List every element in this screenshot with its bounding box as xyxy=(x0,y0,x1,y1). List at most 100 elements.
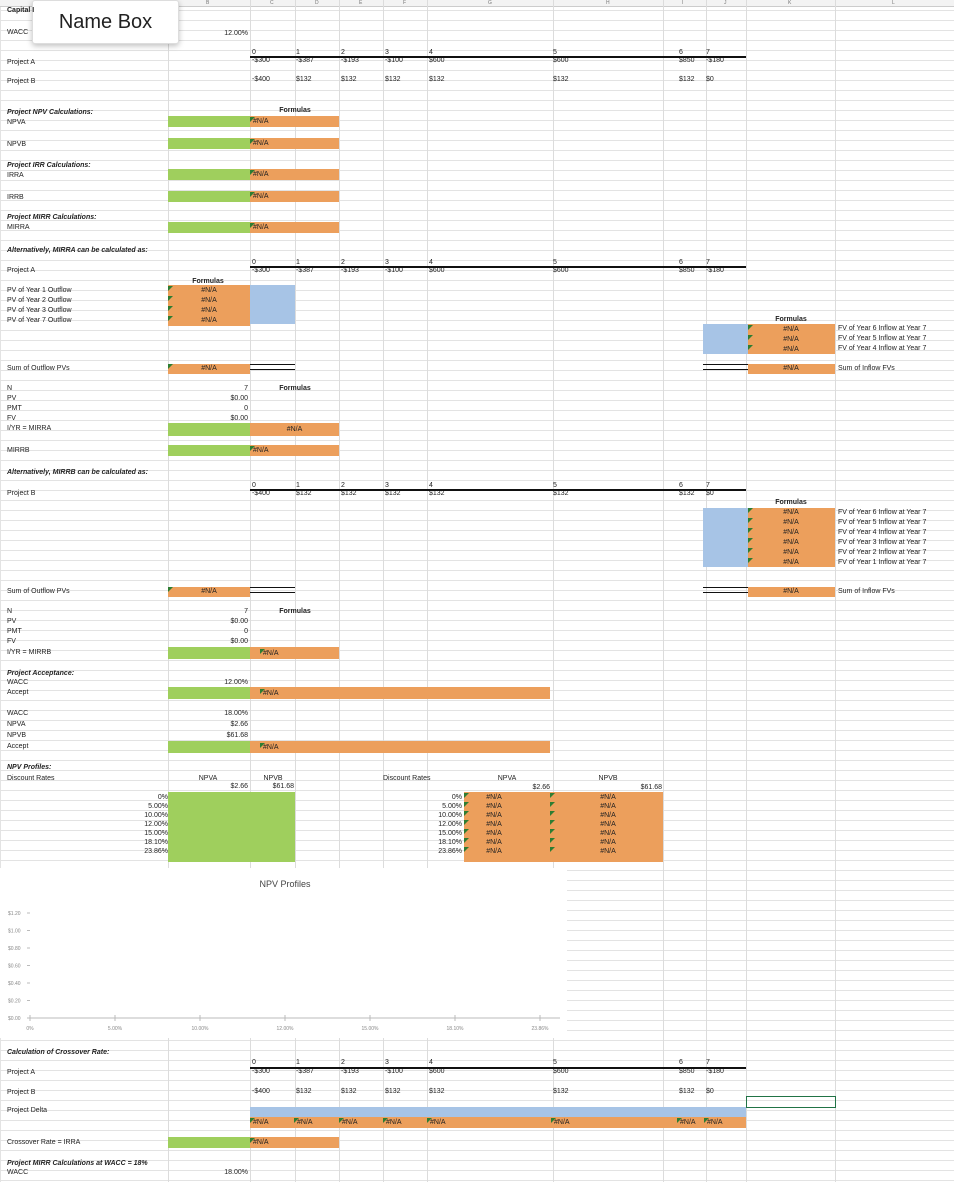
rate-cell-2[interactable]: 10.00% xyxy=(438,812,462,819)
cashflow-cell[interactable]: $850 xyxy=(679,1068,695,1075)
column-header-i[interactable]: I xyxy=(682,0,684,6)
val-n[interactable]: 7 xyxy=(244,385,248,392)
cashflow-cell[interactable]: $600 xyxy=(553,1068,569,1075)
pv-outflow-block[interactable] xyxy=(168,285,250,326)
rate-cell-2[interactable]: 15.00% xyxy=(438,830,462,837)
mirrb-input[interactable] xyxy=(168,445,250,456)
crossover-input[interactable] xyxy=(168,1137,250,1148)
rate-cell[interactable]: 18.10% xyxy=(144,839,168,846)
column-header-j[interactable]: J xyxy=(724,0,727,6)
val-pmt[interactable]: 0 xyxy=(244,405,248,412)
rate-cell[interactable]: 15.00% xyxy=(144,830,168,837)
rate-cell[interactable]: 23.86% xyxy=(144,848,168,855)
cashflow-cell[interactable]: -$193 xyxy=(341,1068,359,1075)
cashflow-cell[interactable]: $600 xyxy=(553,57,569,64)
column-header-d[interactable]: D xyxy=(315,0,319,6)
irrb-input-cell[interactable] xyxy=(168,191,250,202)
cashflow-cell[interactable]: $132 xyxy=(429,490,445,497)
column-header-g[interactable]: G xyxy=(488,0,492,6)
profile2-npvb-val[interactable]: $61.68 xyxy=(640,784,662,791)
cashflow-cell[interactable]: -$100 xyxy=(385,57,403,64)
npvb-input-cell[interactable] xyxy=(168,138,250,149)
profile-input-block[interactable] xyxy=(168,792,295,862)
cashflow-cell[interactable]: -$300 xyxy=(252,1068,270,1075)
cashflow-cell[interactable]: $132 xyxy=(429,76,445,83)
fv-blue-cell-b[interactable] xyxy=(703,508,748,567)
cashflow-cell[interactable]: $600 xyxy=(429,1068,445,1075)
mirra-input-cell[interactable] xyxy=(168,222,250,233)
cashflow-cell[interactable]: $132 xyxy=(341,1088,357,1095)
cashflow-cell[interactable]: $132 xyxy=(296,1088,312,1095)
irrb-formula-cell[interactable] xyxy=(250,191,339,202)
cashflow-cell[interactable]: -$100 xyxy=(385,1068,403,1075)
cashflow-cell[interactable]: -$400 xyxy=(252,490,270,497)
column-header-bar[interactable] xyxy=(0,0,954,7)
column-header-k[interactable]: K xyxy=(788,0,792,6)
cashflow-cell[interactable]: $600 xyxy=(553,267,569,274)
accept2-input[interactable] xyxy=(168,741,250,753)
cashflow-cell[interactable]: -$180 xyxy=(706,57,724,64)
acc-npva-val[interactable]: $2.66 xyxy=(230,721,248,728)
cashflow-cell[interactable]: $0 xyxy=(706,76,714,83)
val-pv[interactable]: $0.00 xyxy=(230,395,248,402)
wacc-value[interactable]: 12.00% xyxy=(224,30,248,37)
iyr-formula-a[interactable] xyxy=(250,423,339,436)
cashflow-cell[interactable]: -$300 xyxy=(252,57,270,64)
iyr-input-b[interactable] xyxy=(168,647,250,659)
rate-cell[interactable]: 5.00% xyxy=(148,803,168,810)
cashflow-cell[interactable]: -$387 xyxy=(296,1068,314,1075)
rate-cell-2[interactable]: 5.00% xyxy=(442,803,462,810)
cashflow-cell[interactable]: $132 xyxy=(385,76,401,83)
irra-input-cell[interactable] xyxy=(168,169,250,180)
accept-input[interactable] xyxy=(168,687,250,699)
column-header-f[interactable]: F xyxy=(403,0,407,6)
delta-blue-row[interactable] xyxy=(250,1107,746,1117)
cashflow-cell[interactable]: -$180 xyxy=(706,1068,724,1075)
selected-cell[interactable] xyxy=(746,1096,836,1108)
cashflow-cell[interactable]: -$300 xyxy=(252,267,270,274)
acc-wacc2-val[interactable]: 18.00% xyxy=(224,710,248,717)
cashflow-cell[interactable]: -$387 xyxy=(296,267,314,274)
cashflow-cell[interactable]: -$193 xyxy=(341,267,359,274)
rate-cell-2[interactable]: 18.10% xyxy=(438,839,462,846)
cashflow-cell[interactable]: $0 xyxy=(706,1088,714,1095)
val-b-fv[interactable]: $0.00 xyxy=(230,638,248,645)
val-fv[interactable]: $0.00 xyxy=(230,415,248,422)
column-header-h[interactable]: H xyxy=(606,0,610,6)
profile-npvb-val[interactable]: $61.68 xyxy=(272,783,294,790)
column-header-e[interactable]: E xyxy=(359,0,363,6)
column-header-c[interactable]: C xyxy=(270,0,274,6)
iyr-input-a[interactable] xyxy=(168,423,250,436)
accept2-formula[interactable] xyxy=(250,741,550,753)
cashflow-cell[interactable]: $132 xyxy=(679,76,695,83)
rate-cell[interactable]: 12.00% xyxy=(144,821,168,828)
cashflow-cell[interactable]: $600 xyxy=(429,267,445,274)
cashflow-cell[interactable]: $132 xyxy=(553,76,569,83)
fv-blue-cell-a[interactable] xyxy=(703,324,748,354)
rate-cell[interactable]: 0% xyxy=(157,794,168,801)
sum-outflow-cell-b[interactable] xyxy=(168,587,250,597)
cashflow-cell[interactable]: $850 xyxy=(679,57,695,64)
pv-blue-cell[interactable] xyxy=(250,285,295,324)
cashflow-cell[interactable]: $600 xyxy=(429,57,445,64)
rate-cell-2[interactable]: 12.00% xyxy=(438,821,462,828)
accept-formula[interactable] xyxy=(250,687,550,699)
irra-formula-cell[interactable] xyxy=(250,169,339,180)
cashflow-cell[interactable]: $132 xyxy=(296,76,312,83)
profile-formula-block[interactable] xyxy=(464,792,663,862)
cashflow-cell[interactable]: -$180 xyxy=(706,267,724,274)
cashflow-cell[interactable]: -$193 xyxy=(341,57,359,64)
column-header-b[interactable]: B xyxy=(206,0,210,6)
delta-orange-row[interactable] xyxy=(250,1117,746,1128)
cashflow-cell[interactable]: $132 xyxy=(296,490,312,497)
cashflow-cell[interactable]: $0 xyxy=(706,490,714,497)
npv-profiles-chart[interactable]: NPV Profiles $1.20 $1.00 $0.80 $0.60 $0.40 $0… xyxy=(0,868,567,1038)
cashflow-cell[interactable]: $132 xyxy=(553,490,569,497)
npva-input-cell[interactable] xyxy=(168,116,250,127)
sum-inflow-cell-a[interactable] xyxy=(748,364,835,374)
cashflow-cell[interactable]: $132 xyxy=(429,1088,445,1095)
cashflow-cell[interactable]: $132 xyxy=(385,1088,401,1095)
fv-orange-block-b[interactable] xyxy=(748,508,835,567)
val-b-pv[interactable]: $0.00 xyxy=(230,618,248,625)
iyr-formula-b[interactable] xyxy=(250,647,339,659)
